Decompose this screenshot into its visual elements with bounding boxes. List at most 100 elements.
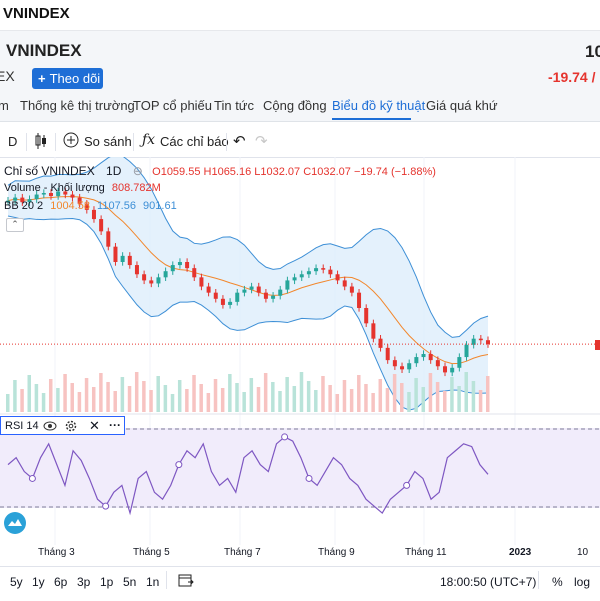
follow-button[interactable]: + Theo dõi	[32, 68, 103, 89]
candle-body	[134, 265, 139, 275]
candle-body	[163, 271, 168, 278]
candle-body	[220, 298, 225, 305]
candle-body	[378, 338, 383, 348]
volume-bar	[263, 373, 268, 412]
eye-icon[interactable]	[43, 420, 57, 435]
candle-body	[34, 194, 39, 200]
range-5y[interactable]: 5y	[10, 575, 23, 589]
candle-body	[464, 344, 469, 358]
price-chart[interactable]	[0, 157, 600, 562]
candle-type-icon[interactable]	[34, 132, 48, 153]
tab-price-history[interactable]: Giá quá khứ	[426, 98, 498, 113]
candle-body	[106, 231, 111, 247]
candle-body	[156, 277, 161, 284]
volume-bar	[357, 375, 361, 412]
candle-body	[177, 262, 182, 266]
add-compare-icon[interactable]	[63, 132, 79, 151]
volume-bar	[457, 386, 461, 412]
clock-time[interactable]: 18:00:50 (UTC+7)	[440, 575, 537, 589]
candle-body	[400, 366, 405, 370]
candle-body	[263, 292, 268, 299]
candle-body	[314, 268, 319, 272]
volume-bar	[450, 377, 454, 412]
date-range-icon[interactable]	[178, 573, 194, 590]
tab-bar: m Thống kê thị trường TOP cổ phiếu Tin t…	[0, 89, 600, 122]
active-tab-underline	[332, 118, 411, 120]
tab-news[interactable]: Tin tức	[214, 98, 255, 113]
volume-bar	[213, 379, 218, 412]
interval-button[interactable]: D	[8, 134, 18, 149]
volume-bar	[113, 391, 117, 412]
range-5n[interactable]: 5n	[123, 575, 137, 589]
volume-bar	[285, 377, 289, 412]
candle-body	[249, 286, 254, 290]
volume-bar	[99, 373, 103, 412]
legend-volume-value: 808.782M	[111, 182, 161, 194]
range-1n[interactable]: 1n	[146, 575, 160, 589]
redo-icon[interactable]: ↷	[255, 133, 268, 150]
indicators-icon[interactable]: ƒx	[142, 132, 156, 148]
candle-body	[299, 274, 304, 278]
legend-interval: 1D	[106, 164, 122, 178]
legend-volume-label: Volume - Khối lượng	[4, 182, 105, 194]
chart-legend-main: Chỉ số VNINDEX 1D ⊖ O1059.55 H1065.16 L1…	[4, 164, 436, 178]
follow-label: Theo dõi	[49, 71, 101, 86]
tab-technical-chart[interactable]: Biểu đồ kỹ thuật	[332, 98, 426, 113]
rsi-marker	[175, 461, 183, 469]
candle-body	[41, 193, 46, 195]
undo-icon[interactable]: ↶	[233, 133, 246, 150]
candle-body	[113, 246, 118, 262]
close-icon[interactable]: ✕	[89, 418, 100, 433]
volume-bar	[278, 391, 282, 412]
volume-bar	[6, 394, 10, 412]
range-3p[interactable]: 3p	[77, 575, 91, 589]
log-toggle[interactable]: log	[574, 575, 591, 589]
tab-top-stocks[interactable]: TOP cổ phiếu	[133, 98, 213, 113]
gear-icon[interactable]	[65, 420, 77, 435]
candle-body	[364, 308, 369, 324]
tab-market-stats[interactable]: Thống kê thị trường	[20, 98, 135, 113]
tab-community[interactable]: Cộng đồng	[263, 98, 327, 113]
compare-button[interactable]: So sánh	[84, 134, 132, 149]
volume-bar	[20, 389, 24, 412]
candle-body	[443, 366, 448, 373]
volume-bar	[478, 390, 483, 412]
bottom-divider	[166, 571, 167, 589]
x-axis-label: 10	[577, 547, 589, 558]
range-1p[interactable]: 1p	[100, 575, 114, 589]
volume-bar	[271, 382, 275, 412]
volume-bar	[127, 386, 132, 412]
x-axis-label: 2023	[509, 547, 532, 558]
legend-bb-upper: 1107.56	[97, 200, 136, 212]
range-6p[interactable]: 6p	[54, 575, 68, 589]
legend-bb-mid: 1004.58	[50, 200, 90, 212]
bottom-divider	[538, 571, 539, 589]
volume-bar	[27, 375, 31, 412]
volume-bar	[41, 393, 46, 412]
volume-bar	[256, 387, 261, 412]
volume-bar	[378, 379, 383, 412]
price-tag	[595, 340, 600, 350]
volume-bar	[84, 378, 89, 412]
candle-body	[371, 323, 376, 339]
x-axis-label: Tháng 3	[38, 547, 75, 558]
tab-home[interactable]: m	[0, 98, 9, 113]
collapse-legend-icon[interactable]: ⌃	[6, 218, 24, 232]
more-icon[interactable]: ···	[109, 418, 121, 432]
indicators-button[interactable]: Các chỉ báo	[160, 134, 229, 149]
volume-bar	[235, 383, 239, 412]
candle-body	[185, 262, 190, 269]
bottom-toolbar: 5y 1y 6p 3p 1p 5n 1n 18:00:50 (UTC+7) % …	[0, 566, 600, 601]
percent-toggle[interactable]: %	[552, 575, 563, 589]
candle-body	[27, 199, 32, 203]
candle-body	[292, 277, 297, 281]
candle-body	[407, 363, 412, 370]
volume-bar	[435, 382, 440, 412]
volume-bar	[321, 376, 325, 412]
volume-bar	[106, 382, 110, 412]
candle-body	[13, 197, 18, 201]
stock-name: VNINDEX	[6, 41, 82, 60]
candle-body	[335, 274, 340, 281]
volume-bar	[349, 389, 354, 412]
range-1y[interactable]: 1y	[32, 575, 45, 589]
